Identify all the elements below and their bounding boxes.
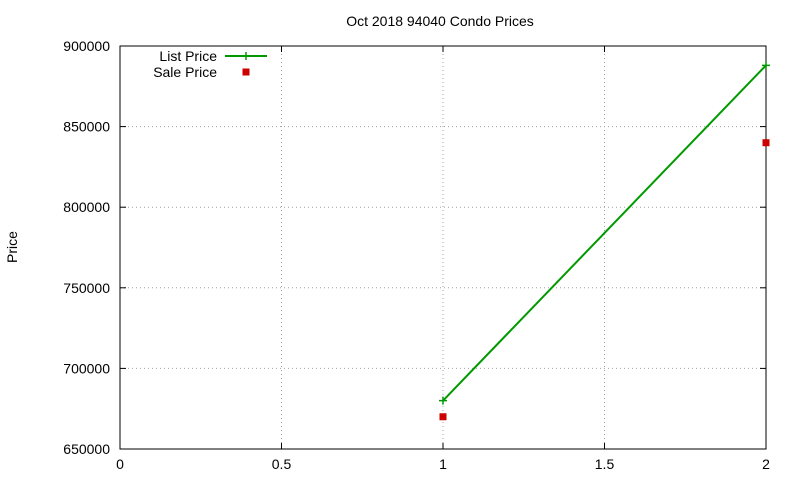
- y-axis-label: Price: [4, 231, 20, 263]
- list-price-marker: [439, 396, 447, 405]
- list-price-line: [442, 64, 767, 402]
- y-tick-label: 650000: [63, 441, 110, 457]
- sale-price-marker: [762, 139, 770, 147]
- sale-price-series: [439, 139, 770, 421]
- legend-label-list-price: List Price: [159, 48, 217, 64]
- list-price-marker: [242, 52, 250, 60]
- y-tick-label: 750000: [63, 280, 110, 296]
- list-price-marker: [762, 61, 770, 70]
- list-price-series: [439, 61, 770, 405]
- x-tick-label: 1.5: [595, 456, 615, 472]
- x-tick-label: 0: [116, 456, 124, 472]
- y-tick-label: 850000: [63, 119, 110, 135]
- chart-title: Oct 2018 94040 Condo Prices: [346, 13, 534, 29]
- y-tick-label: 700000: [63, 360, 110, 376]
- x-tick-label: 1: [439, 456, 447, 472]
- tick-labels: 0 0.5 1 1.5 2 650000 700000 750000 800000 850000 9…: [63, 38, 770, 472]
- legend-label-sale-price: Sale Price: [153, 64, 217, 80]
- y-tick-label: 900000: [63, 38, 110, 54]
- y-tick-label: 800000: [63, 199, 110, 215]
- x-tick-label: 0.5: [272, 456, 292, 472]
- series-layer: [439, 61, 770, 421]
- sale-price-marker: [439, 413, 447, 421]
- plot-frame: [119, 45, 767, 450]
- sale-price-marker: [242, 68, 250, 76]
- grid-lines: [120, 46, 766, 449]
- x-tick-label: 2: [762, 456, 770, 472]
